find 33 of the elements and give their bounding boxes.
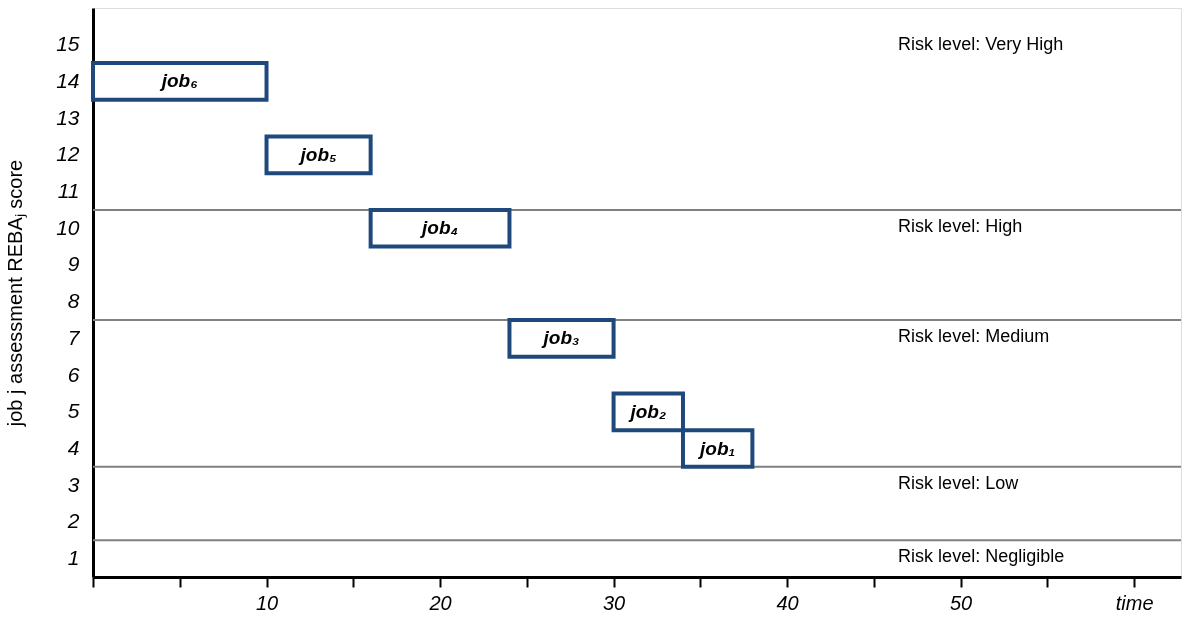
x-tick-label: 40 bbox=[776, 591, 799, 614]
y-tick-label: 13 bbox=[56, 105, 80, 129]
annotation: Risk level: High bbox=[898, 215, 1023, 236]
y-tick-label: 10 bbox=[56, 215, 80, 239]
text: job₄ bbox=[421, 217, 459, 239]
y-tick-label: 14 bbox=[56, 68, 80, 92]
text: job₆ bbox=[161, 70, 198, 92]
annotation: Risk level: Very High bbox=[898, 34, 1064, 54]
x-tick-label: 20 bbox=[428, 591, 452, 614]
y-tick-label: 8 bbox=[67, 289, 80, 313]
x-tick-label: 50 bbox=[950, 591, 973, 614]
y-tick-label: 12 bbox=[56, 142, 80, 166]
x-tick-label: 30 bbox=[602, 591, 626, 614]
y-tick-label: 3 bbox=[67, 472, 80, 496]
annotation: Risk level: Medium bbox=[898, 326, 1050, 347]
text: job₅ bbox=[300, 143, 337, 165]
y-tick-label: 11 bbox=[57, 179, 80, 203]
text: job₁ bbox=[700, 437, 736, 459]
y-tick-label: 5 bbox=[67, 399, 80, 423]
annotation: Risk level: Low bbox=[898, 472, 1020, 493]
y-tick-label: 4 bbox=[67, 436, 80, 460]
y-tick-label: 9 bbox=[67, 252, 80, 276]
annotation: Risk level: Negligible bbox=[898, 546, 1065, 567]
y-axis-title: job j assessment REBAⱼ score bbox=[4, 159, 28, 428]
text: job₃ bbox=[543, 327, 580, 349]
y-tick-label: 1 bbox=[67, 546, 80, 570]
y-tick-label: 2 bbox=[66, 509, 80, 533]
text: job₂ bbox=[630, 400, 667, 422]
x-tick-label: 10 bbox=[255, 591, 279, 614]
y-tick-label: 7 bbox=[67, 325, 81, 349]
x-tick-label: time bbox=[1115, 591, 1154, 614]
y-tick-label: 15 bbox=[56, 32, 80, 56]
y-tick-label: 6 bbox=[67, 362, 80, 386]
